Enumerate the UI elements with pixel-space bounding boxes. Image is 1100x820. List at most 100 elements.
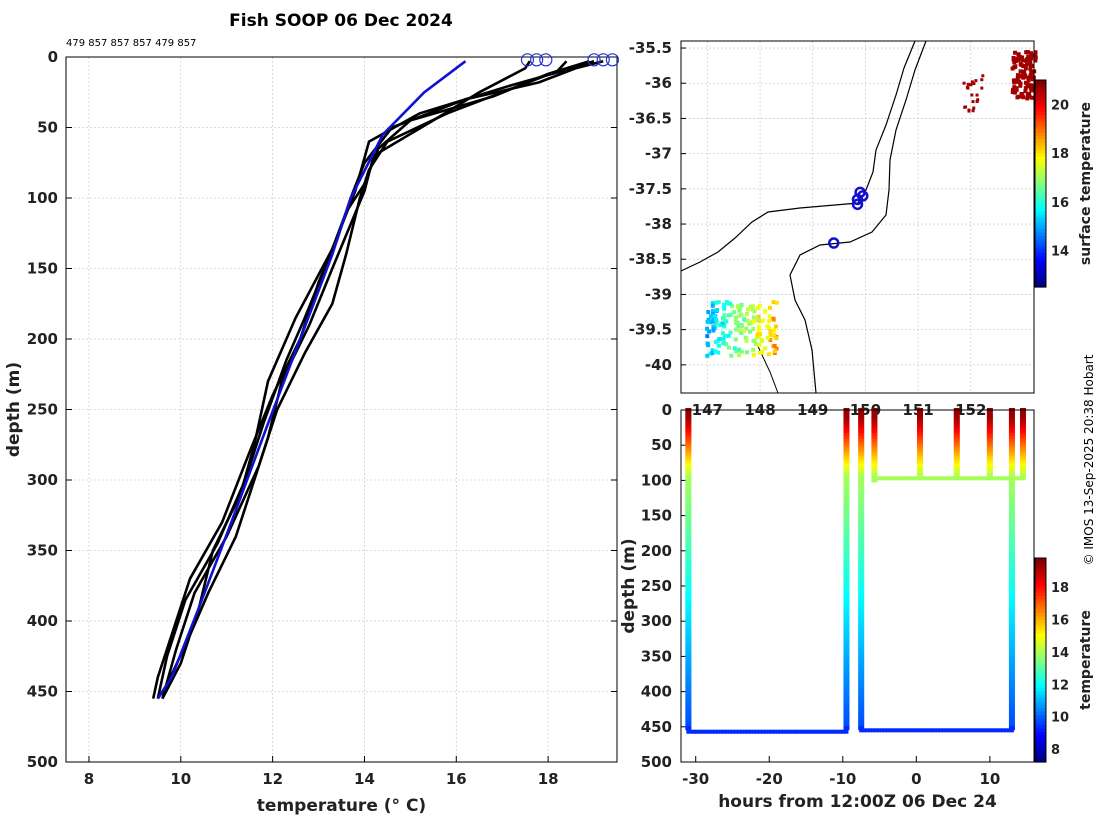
sst-cell bbox=[966, 82, 970, 86]
td-sample bbox=[858, 588, 865, 593]
td-sample bbox=[858, 531, 865, 536]
td-sample bbox=[858, 464, 865, 469]
td-sample bbox=[858, 436, 865, 441]
sst-cell bbox=[732, 346, 737, 351]
td-sample bbox=[685, 506, 692, 511]
map-colorbar-segment bbox=[1035, 145, 1046, 150]
sst-cell bbox=[774, 346, 779, 351]
td-sample bbox=[917, 438, 924, 443]
map-colorbar-segment bbox=[1035, 135, 1046, 140]
td-sample bbox=[1008, 602, 1015, 607]
td-sample bbox=[1008, 419, 1015, 424]
td-sample bbox=[917, 430, 924, 435]
td-sample bbox=[858, 652, 865, 657]
td-sample bbox=[858, 486, 865, 491]
td-sample bbox=[823, 729, 828, 734]
td-sample bbox=[1008, 531, 1015, 536]
td-sample bbox=[843, 610, 850, 615]
td-sample bbox=[843, 430, 850, 435]
td-sample bbox=[685, 672, 692, 677]
td-sample bbox=[1009, 728, 1014, 733]
map-colorbar-segment bbox=[1035, 231, 1046, 236]
td-sample bbox=[953, 427, 960, 432]
td-sample bbox=[685, 706, 692, 711]
td-sample bbox=[1008, 599, 1015, 604]
td-sample bbox=[858, 571, 865, 576]
sst-cell bbox=[722, 302, 727, 307]
map-y-tick-label: -36.5 bbox=[629, 109, 672, 127]
td-colorbar-segment bbox=[1035, 660, 1046, 664]
td-sample bbox=[858, 534, 865, 539]
td-sample bbox=[871, 478, 878, 483]
sst-cell bbox=[755, 335, 760, 340]
td-colorbar-tick-label: 16 bbox=[1051, 614, 1069, 629]
td-sample bbox=[1008, 492, 1015, 497]
td-sample bbox=[858, 714, 865, 719]
td-sample bbox=[858, 529, 865, 534]
map-colorbar-segment bbox=[1035, 97, 1046, 102]
td-sample bbox=[871, 430, 878, 435]
td-colorbar-segment bbox=[1035, 598, 1046, 603]
td-sample bbox=[1019, 422, 1026, 427]
td-sample bbox=[1019, 475, 1026, 480]
td-sample bbox=[858, 413, 865, 418]
td-sample bbox=[858, 610, 865, 615]
td-sample bbox=[953, 475, 960, 480]
td-sample bbox=[1008, 523, 1015, 528]
td-sample bbox=[858, 422, 865, 427]
td-sample bbox=[760, 729, 765, 734]
td-sample bbox=[843, 461, 850, 466]
td-sample bbox=[1019, 410, 1026, 415]
td-colorbar-segment bbox=[1035, 643, 1046, 647]
map-colorbar-segment bbox=[1035, 259, 1046, 264]
td-sample bbox=[843, 706, 850, 711]
sst-cell bbox=[733, 317, 738, 322]
surface-marker bbox=[530, 53, 544, 67]
td-sample bbox=[1019, 444, 1026, 449]
td-sample bbox=[1008, 427, 1015, 432]
td-sample bbox=[843, 692, 850, 697]
td-sample bbox=[956, 728, 961, 733]
map-colorbar-segment bbox=[1035, 183, 1046, 188]
td-sample bbox=[685, 424, 692, 429]
td-sample bbox=[934, 476, 939, 481]
td-sample bbox=[685, 509, 692, 514]
sst-cell bbox=[744, 338, 749, 343]
td-sample bbox=[858, 712, 865, 717]
td-sample bbox=[843, 455, 850, 460]
td-colorbar-segment bbox=[1035, 639, 1046, 644]
sst-cell bbox=[706, 310, 711, 315]
td-sample bbox=[858, 669, 865, 674]
td-colorbar-segment bbox=[1035, 561, 1046, 566]
td-sample bbox=[1008, 689, 1015, 694]
td-sample bbox=[843, 574, 850, 579]
td-sample bbox=[858, 686, 865, 691]
sst-cell bbox=[1033, 58, 1038, 63]
td-y-tick-label: 100 bbox=[641, 471, 672, 489]
td-sample bbox=[953, 422, 960, 427]
td-sample bbox=[917, 427, 924, 432]
td-colorbar-segment bbox=[1035, 663, 1046, 668]
x-tick-label: 18 bbox=[538, 770, 559, 788]
td-sample bbox=[858, 616, 865, 621]
td-sample bbox=[858, 472, 865, 477]
td-sample bbox=[1008, 430, 1015, 435]
td-sample bbox=[885, 728, 890, 733]
td-y-tick-label: 50 bbox=[651, 436, 672, 454]
td-sample bbox=[858, 723, 865, 728]
sst-cell bbox=[743, 335, 748, 340]
map-colorbar-segment bbox=[1035, 107, 1046, 112]
td-colorbar-segment bbox=[1035, 636, 1046, 641]
td-sample bbox=[1008, 500, 1015, 505]
td-sample bbox=[977, 728, 982, 733]
td-sample bbox=[843, 593, 850, 598]
td-sample bbox=[858, 605, 865, 610]
td-sample bbox=[884, 476, 889, 481]
td-sample bbox=[1008, 540, 1015, 545]
td-sample bbox=[685, 613, 692, 618]
td-sample bbox=[1004, 728, 1009, 733]
map-colorbar-segment bbox=[1035, 221, 1046, 226]
sst-cell bbox=[757, 329, 762, 334]
td-sample bbox=[1019, 455, 1026, 460]
td-sample bbox=[685, 655, 692, 660]
